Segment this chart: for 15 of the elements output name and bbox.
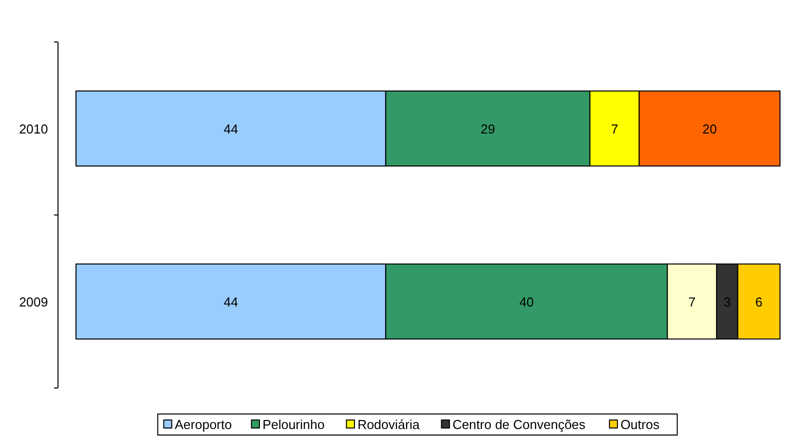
legend-label: Centro de Convenções xyxy=(452,417,586,432)
data-label: 7 xyxy=(688,294,696,310)
data-label: 44 xyxy=(224,122,238,136)
legend-label: Rodoviária xyxy=(357,417,420,432)
legend-label: Aeroporto xyxy=(174,417,232,432)
data-label: 6 xyxy=(755,294,762,310)
legend-label: Pelourinho xyxy=(262,417,325,432)
legend-label: Outros xyxy=(620,417,660,432)
y-tick-label: 2009 xyxy=(19,294,48,310)
data-label: 20 xyxy=(702,122,717,136)
y-tick-label: 2010 xyxy=(19,122,48,136)
data-label: 40 xyxy=(519,294,534,310)
data-label: 29 xyxy=(480,122,496,136)
data-label: 44 xyxy=(224,294,238,310)
data-label: 7 xyxy=(610,122,618,136)
